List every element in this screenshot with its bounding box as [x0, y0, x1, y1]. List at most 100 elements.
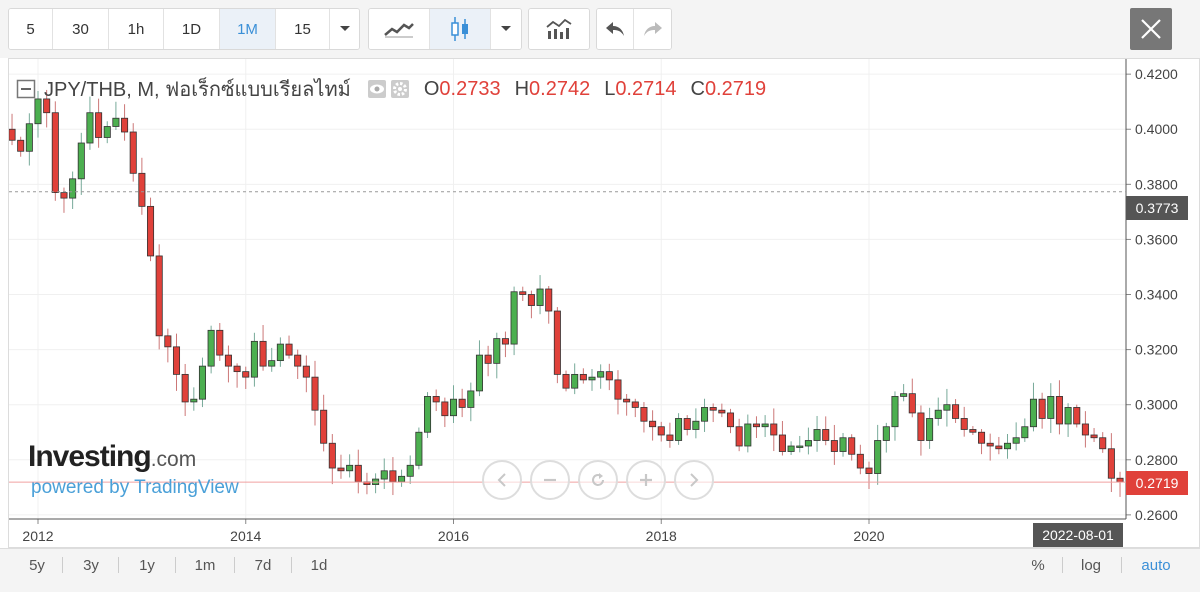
- redo-button[interactable]: [634, 9, 671, 49]
- undo-button[interactable]: [597, 9, 635, 49]
- candle-body: [1064, 407, 1072, 425]
- indicators-group: [528, 8, 590, 50]
- interval-5-button[interactable]: 5: [9, 9, 53, 49]
- candle-body: [995, 445, 1003, 450]
- scroll-right-button[interactable]: [674, 460, 714, 500]
- candle-body: [709, 407, 717, 411]
- candle-body: [804, 440, 812, 447]
- range-1d-button[interactable]: 1d: [310, 556, 328, 574]
- candle-body: [181, 373, 189, 403]
- candle: [614, 370, 622, 415]
- candle-body: [121, 117, 129, 133]
- candle-body: [1029, 398, 1037, 428]
- candle: [302, 355, 310, 393]
- candle-body: [605, 371, 613, 381]
- y-tick-label: 0.3000: [1135, 397, 1178, 413]
- chart-type-dropdown-button[interactable]: [491, 9, 521, 49]
- collapse-legend-icon[interactable]: [16, 79, 36, 99]
- candle: [848, 434, 856, 461]
- candle: [467, 382, 475, 422]
- candle: [372, 473, 380, 494]
- x-tick-label: 2016: [438, 528, 469, 544]
- candle-body: [856, 453, 864, 469]
- candle: [103, 121, 111, 144]
- reset-button[interactable]: [578, 460, 618, 500]
- zoom-in-button[interactable]: [626, 460, 666, 500]
- candle: [1029, 382, 1037, 432]
- range-5y-button[interactable]: 5y: [29, 556, 45, 574]
- candle-body: [233, 365, 241, 373]
- zoom-out-button[interactable]: [530, 460, 570, 500]
- candle: [649, 410, 657, 441]
- candle: [666, 422, 674, 448]
- candle-body: [926, 418, 934, 441]
- interval-30-button[interactable]: 30: [53, 9, 109, 49]
- auto-scale-button[interactable]: auto: [1141, 556, 1171, 574]
- interval-1d-button[interactable]: 1D: [164, 9, 220, 49]
- candle: [164, 328, 172, 363]
- candle-body: [830, 440, 838, 452]
- percent-scale-button[interactable]: %: [1031, 556, 1045, 574]
- ohlc-close: C0.2719: [690, 77, 767, 100]
- candle-body: [1107, 448, 1115, 479]
- candle: [449, 385, 458, 424]
- line-chart-button[interactable]: [369, 9, 431, 49]
- candle: [268, 347, 276, 372]
- redo-icon: [643, 22, 662, 36]
- candle-body: [501, 338, 509, 345]
- indicators-button[interactable]: [529, 9, 589, 49]
- range-3y-button[interactable]: 3y: [83, 556, 99, 574]
- candle-body: [259, 340, 267, 367]
- candle-body: [744, 423, 752, 447]
- candle: [259, 325, 267, 371]
- candle-body: [510, 291, 518, 345]
- candle-body: [813, 429, 821, 441]
- powered-by-tradingview: powered by TradingView: [31, 477, 239, 498]
- candle: [986, 433, 994, 461]
- candle-body: [666, 434, 674, 441]
- interval-dropdown-button[interactable]: [330, 9, 359, 49]
- toolbar: 5 30 1h 1D 1M 15: [0, 0, 1200, 58]
- candle: [233, 363, 241, 388]
- candle-body: [415, 431, 423, 466]
- candle-body: [493, 338, 501, 364]
- candle-body: [389, 470, 397, 483]
- candle-body: [839, 437, 847, 452]
- candle: [1047, 383, 1055, 433]
- candle-body: [960, 418, 968, 430]
- interval-15-button[interactable]: 15: [276, 9, 330, 49]
- candle: [545, 286, 553, 324]
- candles: [9, 89, 1124, 497]
- candle: [1090, 428, 1098, 442]
- candlestick-chart-button[interactable]: [430, 9, 492, 49]
- x-tick-label: 2020: [853, 528, 884, 544]
- candle-body: [242, 371, 250, 378]
- candle-body: [623, 398, 631, 403]
- candle-body: [17, 139, 25, 152]
- candle: [735, 418, 743, 452]
- candle-body: [354, 464, 362, 483]
- candle: [363, 472, 371, 495]
- log-scale-button[interactable]: log: [1080, 556, 1102, 574]
- candle-body: [60, 192, 68, 199]
- interval-1m-button[interactable]: 1M: [220, 9, 276, 49]
- candle: [588, 369, 596, 391]
- range-7d-button[interactable]: 7d: [254, 556, 272, 574]
- candle: [216, 323, 224, 361]
- candle: [778, 421, 786, 456]
- close-button[interactable]: [1130, 8, 1172, 50]
- range-separator: [291, 557, 292, 573]
- candle: [969, 426, 977, 436]
- range-1y-button[interactable]: 1y: [139, 556, 155, 574]
- indicators-icon: [546, 18, 572, 39]
- eye-icon[interactable]: [367, 79, 387, 99]
- candle-body: [398, 475, 406, 483]
- candle-body: [328, 442, 336, 469]
- candle-body: [164, 335, 172, 348]
- interval-1h-button[interactable]: 1h: [109, 9, 164, 49]
- gear-icon[interactable]: [390, 79, 410, 99]
- candle-body: [69, 178, 77, 199]
- range-1m-button[interactable]: 1m: [194, 556, 216, 574]
- scroll-left-button[interactable]: [482, 460, 522, 500]
- candle: [796, 435, 804, 453]
